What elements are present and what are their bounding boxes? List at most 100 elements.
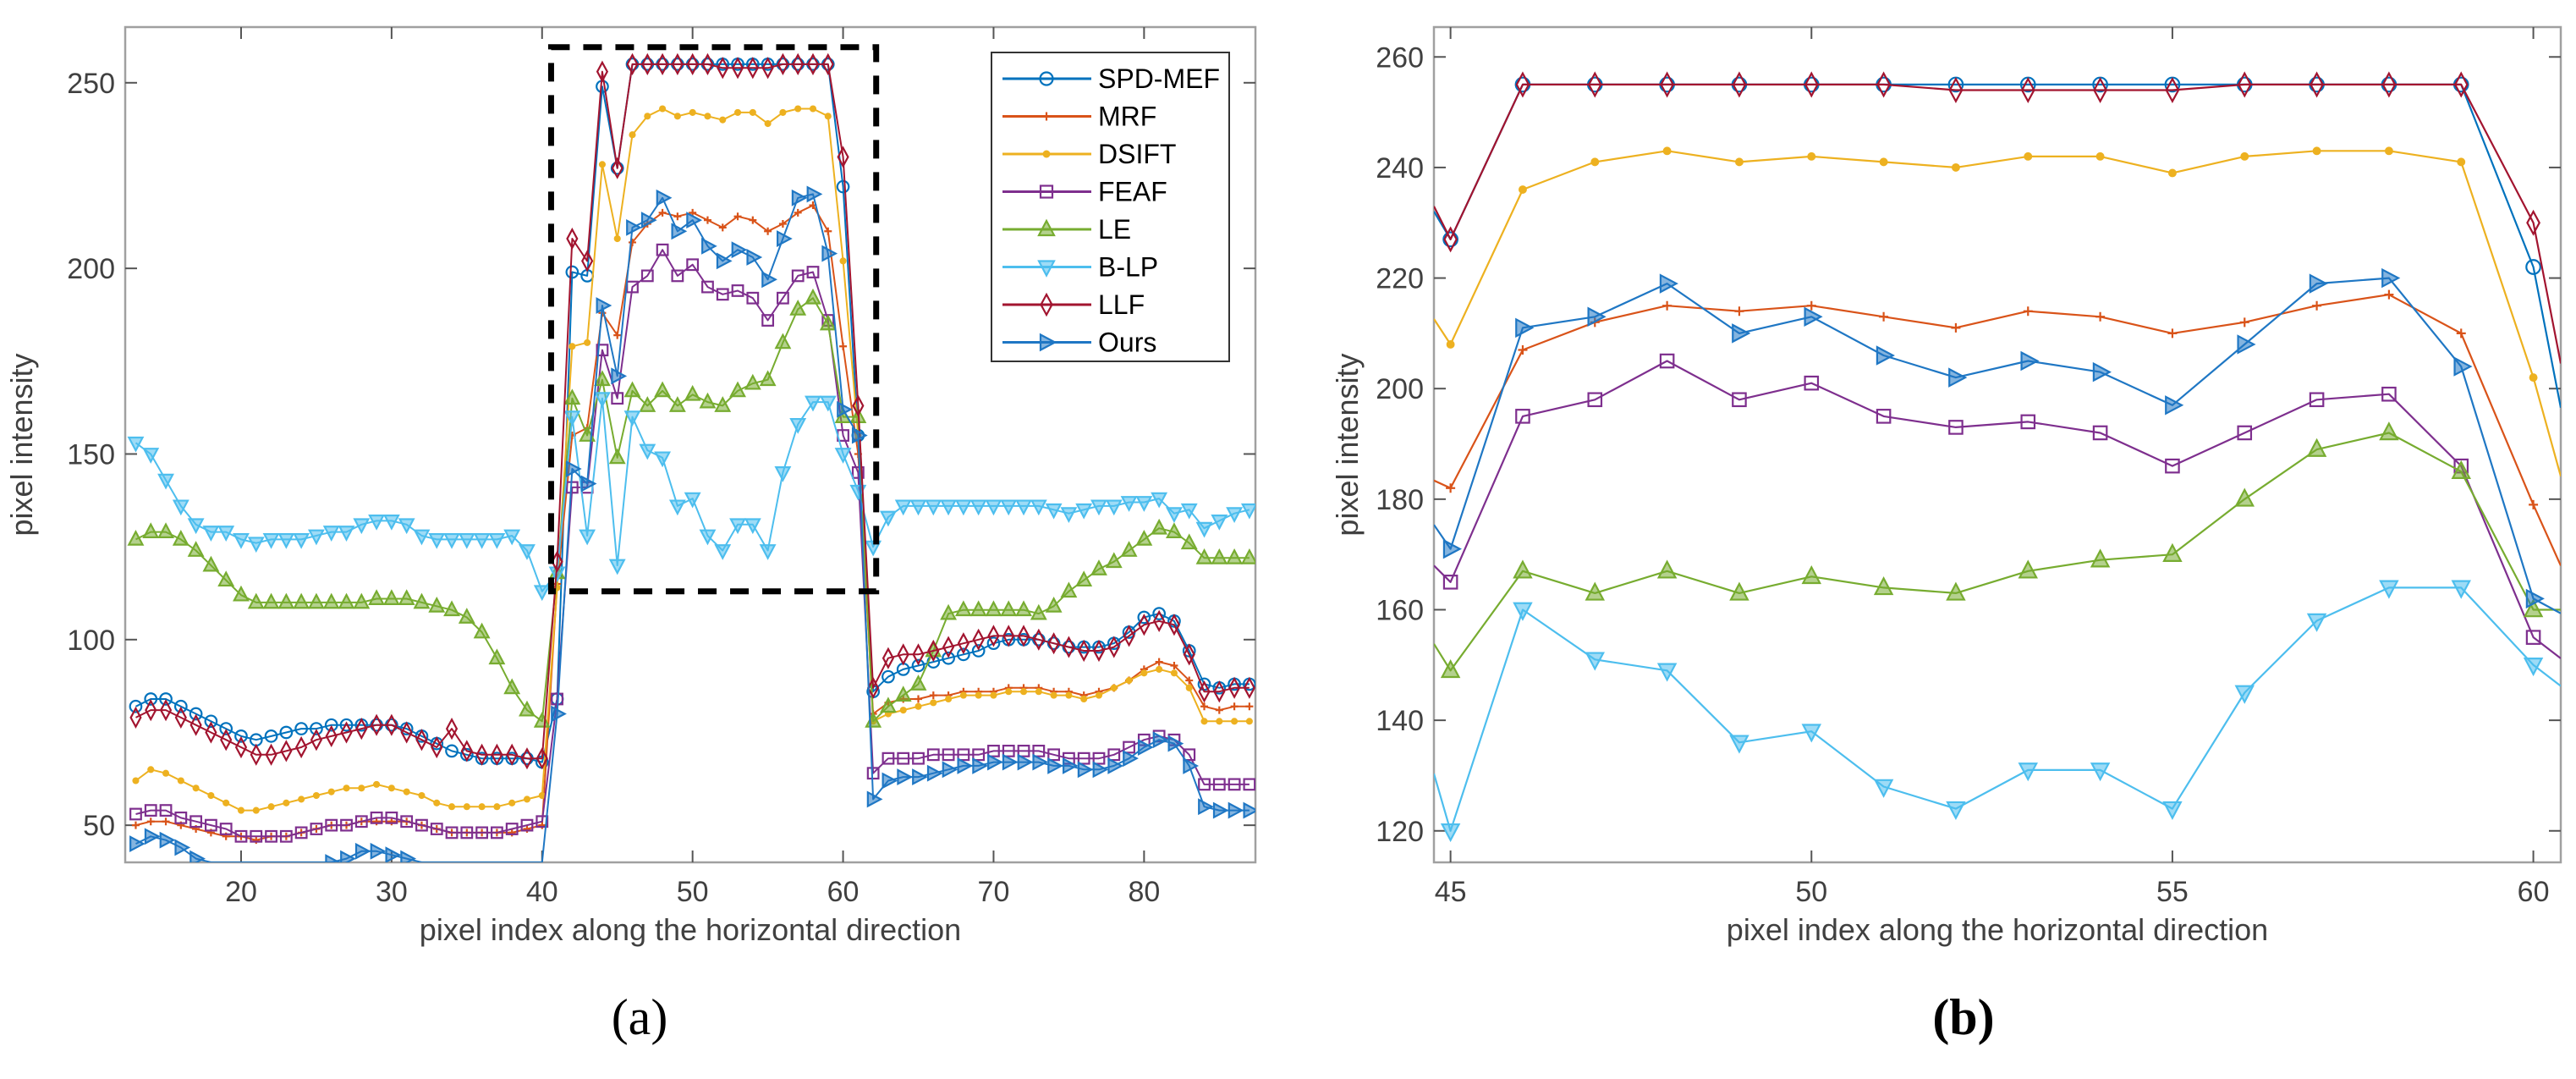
data-point [2451, 460, 2471, 479]
y-axis-label: pixel intensity [1330, 353, 1365, 536]
data-point [445, 826, 459, 840]
data-point [1806, 300, 1816, 311]
data-point [252, 806, 260, 814]
data-point [644, 113, 651, 120]
data-point [460, 826, 474, 840]
x-tick-label: 40 [526, 876, 558, 908]
data-point [809, 105, 817, 113]
data-point [942, 761, 958, 779]
data-point [1662, 300, 1672, 311]
data-point [1075, 570, 1093, 587]
data-point [2092, 361, 2112, 383]
data-point [1245, 718, 1253, 725]
data-point [1659, 353, 1675, 369]
legend-item: Ours [1002, 328, 1156, 358]
data-point [250, 743, 262, 766]
data-point [972, 628, 985, 651]
data-point [129, 699, 143, 713]
data-point [2312, 300, 2322, 311]
legend-marker [1039, 184, 1054, 199]
data-point [1801, 724, 1822, 743]
data-point [533, 585, 551, 602]
data-point [942, 748, 955, 762]
data-point [1211, 548, 1228, 564]
data-point [398, 589, 415, 605]
data-point [1080, 695, 1088, 703]
data-point [882, 669, 895, 684]
data-point [202, 526, 220, 542]
data-point [187, 541, 205, 557]
y-tick-label: 120 [1376, 816, 1424, 848]
data-point [1005, 688, 1013, 696]
data-point [293, 592, 310, 609]
data-point [325, 854, 342, 862]
data-point [1243, 676, 1255, 699]
data-point [623, 381, 641, 398]
data-point [1170, 662, 1178, 670]
data-point [338, 592, 355, 609]
data-point [894, 685, 912, 702]
data-point [1240, 503, 1255, 520]
data-point [1180, 533, 1198, 550]
data-point [1587, 71, 1602, 98]
data-point [2453, 71, 2469, 98]
data-point [1135, 530, 1153, 546]
data-point [985, 499, 1002, 516]
y-tick-label: 160 [1376, 594, 1424, 626]
data-point [959, 691, 967, 699]
data-point [987, 744, 1000, 757]
data-point [611, 367, 628, 385]
data-point [806, 185, 823, 203]
data-point [927, 639, 940, 663]
legend-item: B-LP [1002, 252, 1158, 283]
data-point [897, 768, 914, 786]
data-point [353, 518, 371, 535]
data-point [2451, 580, 2471, 599]
data-point [654, 451, 672, 468]
data-point [912, 643, 925, 666]
data-point [596, 344, 609, 357]
data-point [746, 249, 763, 266]
data-point [385, 846, 402, 862]
data-point [911, 658, 925, 673]
data-point [387, 784, 395, 792]
data-point [189, 815, 203, 829]
data-point [639, 443, 656, 460]
data-point [1804, 375, 1820, 391]
data-point [1180, 503, 1198, 520]
data-point [1030, 499, 1047, 516]
data-point [839, 257, 847, 265]
data-point [310, 823, 323, 835]
data-point [162, 769, 170, 777]
data-point [880, 510, 897, 527]
data-point [596, 297, 612, 314]
data-point [613, 234, 621, 243]
data-point [699, 392, 717, 409]
x-tick-label: 80 [1128, 876, 1160, 908]
data-point [1060, 581, 1078, 598]
data-point [398, 518, 415, 535]
data-point [1879, 157, 1888, 167]
data-point [488, 532, 506, 549]
data-point [777, 52, 789, 75]
data-point [1804, 306, 1823, 328]
data-point [368, 515, 386, 531]
data-point [293, 532, 310, 549]
data-point [1948, 76, 1964, 103]
data-point [731, 241, 748, 259]
series-line [1434, 150, 2561, 477]
data-point [971, 644, 986, 658]
data-point [463, 803, 470, 811]
data-point [1092, 761, 1109, 779]
data-point [629, 238, 637, 246]
data-point [1873, 779, 1894, 798]
data-point [805, 288, 821, 305]
data-point [2167, 328, 2178, 339]
data-point [2306, 613, 2327, 632]
data-point [1946, 581, 1966, 601]
data-point [806, 52, 820, 75]
data-point [2525, 588, 2545, 609]
legend-marker [1037, 260, 1056, 278]
data-point [673, 113, 681, 120]
data-point [355, 717, 368, 740]
